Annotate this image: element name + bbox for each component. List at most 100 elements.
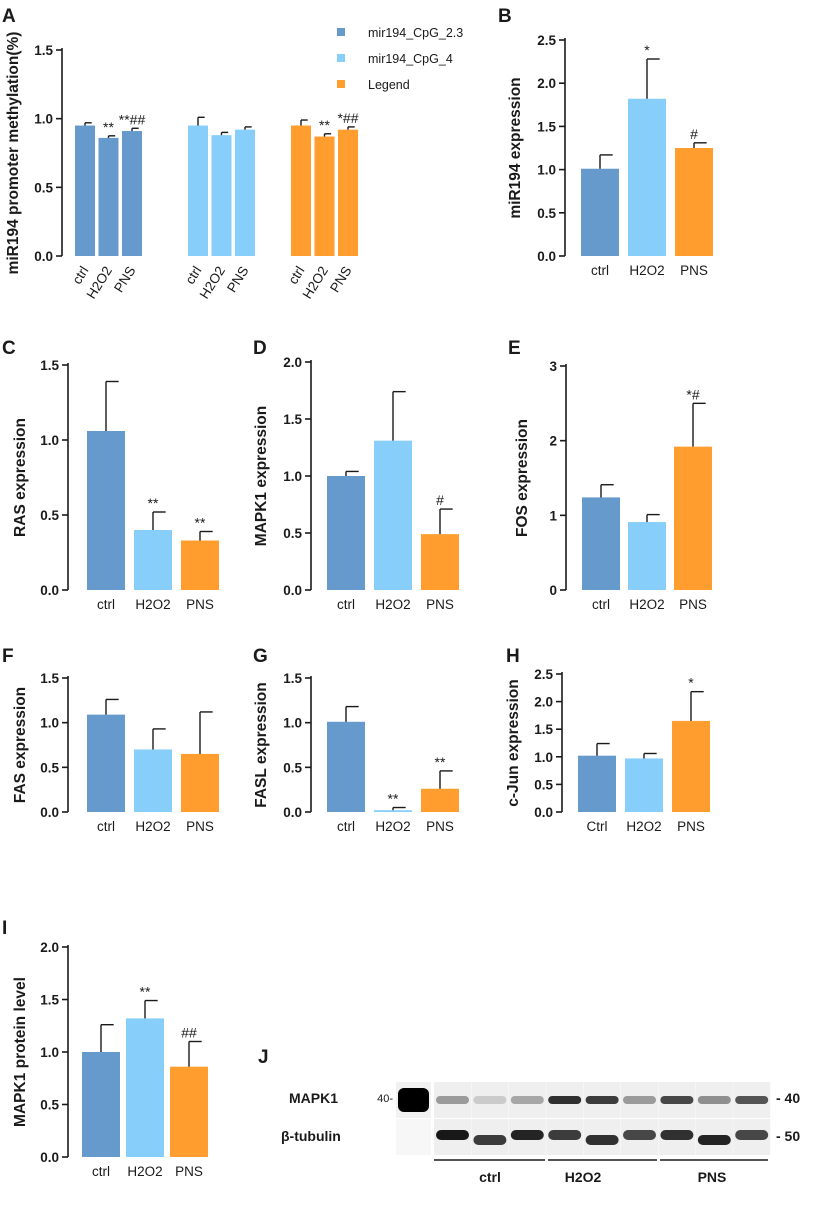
blot-row-label: β-tubulin	[281, 1128, 341, 1144]
bar	[628, 522, 666, 590]
x-tick-label: ctrl	[337, 597, 355, 612]
group-label: H2O2	[565, 1169, 602, 1185]
significance-mark: #	[690, 126, 698, 142]
blot-band	[735, 1130, 769, 1140]
y-tick-label: 1.0	[283, 716, 302, 731]
x-tick-label: ctrl	[69, 264, 91, 287]
significance-mark: *	[688, 675, 694, 691]
significance-mark: **	[388, 791, 399, 807]
bar	[126, 1018, 164, 1157]
bar	[675, 148, 713, 256]
bar	[581, 168, 619, 256]
x-tick-label: PNS	[680, 263, 708, 278]
y-tick-label: 0	[549, 583, 557, 598]
y-tick-label: 0.5	[40, 508, 59, 523]
bar	[82, 1052, 120, 1157]
chart-panel-h: 0.0 0.5 1.0 1.5 2.0 2.5 c-Jun expression H Ctrl H…	[505, 646, 710, 834]
blot-lane	[508, 1082, 546, 1118]
blot-lane	[621, 1082, 658, 1118]
significance-mark: **	[103, 119, 114, 135]
y-axis-label: FASL expression	[253, 682, 270, 807]
x-tick-label: ctrl	[591, 263, 609, 278]
y-tick-label: 0.5	[283, 760, 302, 775]
y-tick-label: 0.5	[40, 760, 59, 775]
legend: mir194_CpG_2.3 mir194_CpG_4 Legend	[337, 26, 463, 92]
y-tick-label: 1.5	[283, 671, 302, 686]
ladder-marker: 40-	[377, 1093, 393, 1105]
panel-label: H	[506, 646, 520, 667]
y-tick-label: 0.0	[40, 583, 59, 598]
x-tick-label: ctrl	[97, 597, 115, 612]
y-tick-label: 1.5	[534, 722, 553, 737]
blot-band	[473, 1135, 507, 1145]
blot-band	[660, 1130, 694, 1140]
bar	[75, 125, 95, 257]
panel-label: F	[2, 646, 14, 667]
ladder-lane	[396, 1119, 431, 1155]
x-tick-label: PNS	[426, 819, 454, 834]
significance-mark: **##	[119, 111, 146, 127]
x-tick-label: PNS	[186, 597, 214, 612]
y-tick-label: 1.5	[40, 993, 59, 1008]
bar	[170, 1066, 208, 1157]
blot-band	[510, 1096, 544, 1104]
panel-label: E	[508, 338, 521, 359]
bar	[122, 131, 142, 256]
blot-band	[697, 1096, 731, 1104]
bar	[421, 788, 459, 812]
y-tick-label: 1	[549, 508, 557, 523]
blot-band	[697, 1135, 731, 1145]
y-axis-label: RAS expression	[12, 418, 29, 537]
panel-label: I	[2, 918, 7, 939]
x-tick-label: PNS	[679, 597, 707, 612]
y-tick-label: 0.0	[40, 1150, 59, 1165]
x-tick-label: H2O2	[135, 819, 170, 834]
x-tick-label: ctrl	[97, 819, 115, 834]
legend-swatch	[337, 28, 345, 36]
bar	[374, 440, 412, 590]
bar	[625, 758, 663, 812]
y-tick-label: 0.0	[40, 805, 59, 820]
blot-band	[548, 1130, 582, 1140]
y-tick-label: 1.0	[40, 716, 59, 731]
y-tick-label: 1.5	[40, 358, 59, 373]
x-tick-label: ctrl	[92, 1164, 110, 1179]
y-tick-label: 0.0	[283, 583, 302, 598]
significance-mark: *##	[337, 110, 358, 126]
y-tick-label: 2.0	[40, 940, 59, 955]
bar	[134, 749, 172, 812]
x-tick-label: Ctrl	[587, 819, 608, 834]
size-marker: - 50	[776, 1128, 800, 1144]
bar	[134, 530, 172, 590]
significance-mark: *	[644, 42, 650, 58]
significance-mark: #	[436, 492, 444, 508]
y-tick-label: 0.0	[537, 249, 556, 264]
y-tick-label: 2.0	[283, 355, 302, 370]
x-tick-label: H2O2	[84, 264, 115, 302]
bar	[181, 540, 219, 590]
x-tick-label: PNS	[186, 819, 214, 834]
y-tick-label: 2.0	[537, 76, 556, 91]
y-tick-label: 2.0	[534, 695, 553, 710]
bar	[291, 125, 311, 257]
panel-label: J	[258, 1047, 269, 1068]
y-tick-label: 1.5	[283, 412, 302, 427]
blot-band	[473, 1096, 507, 1104]
significance-mark: **	[195, 515, 206, 531]
x-tick-label: H2O2	[135, 597, 170, 612]
y-axis-label: miR194 promoter methylation(%)	[5, 32, 22, 275]
y-tick-label: 0.5	[283, 526, 302, 541]
significance-mark: **	[148, 495, 159, 511]
bar	[98, 137, 119, 256]
blot-band	[623, 1096, 656, 1104]
blot-lane	[695, 1082, 733, 1118]
bar	[181, 753, 219, 812]
group-label: ctrl	[479, 1169, 501, 1185]
x-tick-label: PNS	[224, 264, 251, 295]
y-tick-label: 2.5	[534, 667, 553, 682]
y-tick-label: 2.5	[537, 33, 556, 48]
bar	[327, 721, 365, 812]
x-tick-label: H2O2	[375, 597, 410, 612]
